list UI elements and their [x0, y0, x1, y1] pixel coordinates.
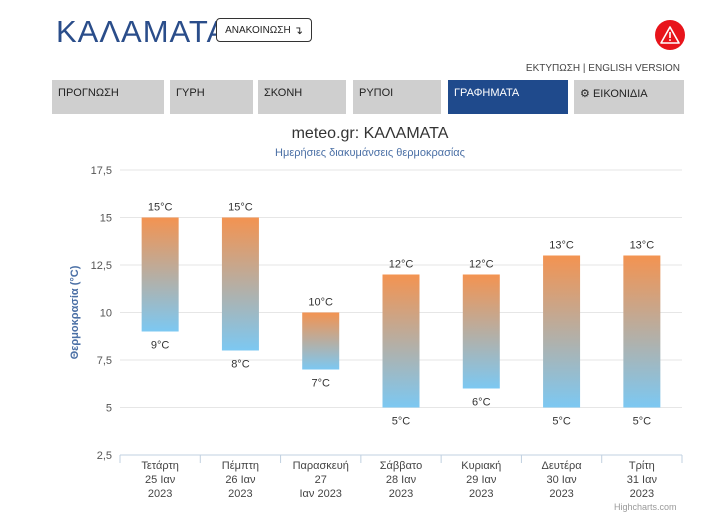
x-category-label: Παρασκευή: [293, 460, 349, 472]
y-tick-label: 5: [106, 403, 112, 415]
temp-range-bar: [623, 255, 661, 408]
temp-range-bar: [141, 217, 179, 332]
tab-pollutants[interactable]: ΡΥΠΟΙ: [353, 80, 441, 114]
temp-range-bar: [462, 274, 500, 389]
chart-subtitle: Ημερήσιες διακυμάνσεις θερμοκρασίας: [275, 147, 465, 159]
x-category-label: Δευτέρα: [542, 460, 583, 472]
tab-label: ΓΡΑΦΗΜΑΤΑ: [454, 87, 520, 99]
min-temp-label: 7°C: [311, 378, 330, 390]
warning-triangle-icon: [660, 26, 680, 44]
announcement-button[interactable]: ΑΝΑΚΟΙΝΩΣΗ ↴: [216, 18, 312, 42]
link-separator: |: [582, 63, 586, 74]
y-tick-label: 17,5: [91, 165, 112, 177]
y-tick-label: 7,5: [97, 355, 112, 367]
page-title: ΚΑΛΑΜΑΤΑ: [56, 14, 229, 49]
y-axis-title: Θερμοκρασία (°C): [69, 265, 81, 359]
announcement-label: ΑΝΑΚΟΙΝΩΣΗ: [225, 24, 291, 36]
x-category-label: 2023: [389, 488, 413, 500]
turn-down-arrow-icon: ↴: [293, 24, 303, 37]
temperature-chart: meteo.gr: ΚΑΛΑΜΑΤΑ Ημερήσιες διακυμάνσεις…: [69, 125, 683, 500]
tab-icons[interactable]: ⚙ ΕΙΚΟΝΙΔΙΑ: [574, 80, 684, 114]
max-temp-label: 15°C: [148, 202, 173, 214]
print-link[interactable]: ΕΚΤΥΠΩΣΗ: [525, 63, 581, 74]
x-category-label: 25 Ιαν: [145, 474, 176, 486]
top-links: ΕΚΤΥΠΩΣΗ | ENGLISH VERSION: [526, 63, 680, 74]
tab-label: ΕΙΚΟΝΙΔΙΑ: [592, 88, 648, 100]
tab-dust[interactable]: ΣΚΟΝΗ: [258, 80, 346, 114]
x-category-label: 26 Ιαν: [225, 474, 256, 486]
max-temp-label: 12°C: [389, 259, 414, 271]
x-category-label: 2023: [469, 488, 493, 500]
max-temp-label: 13°C: [630, 240, 655, 252]
x-category-label: 30 Ιαν: [546, 474, 577, 486]
x-category-label: 2023: [228, 488, 252, 500]
english-version-link[interactable]: ENGLISH VERSION: [588, 63, 680, 74]
x-category-label: 31 Ιαν: [627, 474, 658, 486]
y-tick-label: 2,5: [97, 450, 112, 462]
highcharts-credit[interactable]: Highcharts.com: [614, 502, 677, 512]
temp-range-bar: [543, 255, 581, 408]
y-tick-label: 10: [100, 308, 112, 320]
y-tick-label: 15: [100, 213, 112, 225]
temp-range-bar: [382, 274, 420, 408]
tab-label: ΣΚΟΝΗ: [264, 87, 303, 99]
x-category-label: Τετάρτη: [141, 460, 179, 472]
x-category-label: 2023: [549, 488, 573, 500]
x-category-label: 28 Ιαν: [386, 474, 417, 486]
min-temp-label: 9°C: [151, 340, 170, 352]
tab-pollen[interactable]: ΓΥΡΗ: [170, 80, 253, 114]
gear-icon: ⚙: [580, 88, 590, 100]
min-temp-label: 8°C: [231, 359, 250, 371]
x-category-label: Τρίτη: [629, 460, 655, 472]
min-temp-label: 5°C: [392, 416, 411, 428]
tab-charts[interactable]: ΓΡΑΦΗΜΑΤΑ: [448, 80, 568, 114]
x-category-label: Πέμπτη: [222, 460, 259, 472]
x-category-label: 2023: [148, 488, 172, 500]
tab-forecast[interactable]: ΠΡΟΓΝΩΣΗ: [52, 80, 164, 114]
min-temp-label: 5°C: [633, 416, 652, 428]
x-category-label: 27: [315, 474, 327, 486]
max-temp-label: 13°C: [549, 240, 574, 252]
max-temp-label: 15°C: [228, 202, 253, 214]
max-temp-label: 12°C: [469, 259, 494, 271]
y-tick-label: 12,5: [91, 260, 112, 272]
min-temp-label: 6°C: [472, 397, 491, 409]
warning-alert-button[interactable]: [655, 20, 685, 50]
tab-label: ΓΥΡΗ: [176, 87, 205, 99]
x-category-label: Ιαν 2023: [299, 488, 341, 500]
chart-title: meteo.gr: ΚΑΛΑΜΑΤΑ: [292, 125, 449, 142]
x-category-label: 29 Ιαν: [466, 474, 497, 486]
min-temp-label: 5°C: [552, 416, 571, 428]
temp-range-bar: [302, 312, 340, 370]
max-temp-label: 10°C: [308, 297, 333, 309]
x-category-label: Κυριακή: [461, 460, 501, 472]
tab-label: ΡΥΠΟΙ: [359, 87, 394, 99]
x-category-label: Σάββατο: [380, 460, 422, 472]
x-category-label: 2023: [630, 488, 654, 500]
tab-label: ΠΡΟΓΝΩΣΗ: [58, 87, 119, 99]
temp-range-bar: [221, 217, 259, 351]
